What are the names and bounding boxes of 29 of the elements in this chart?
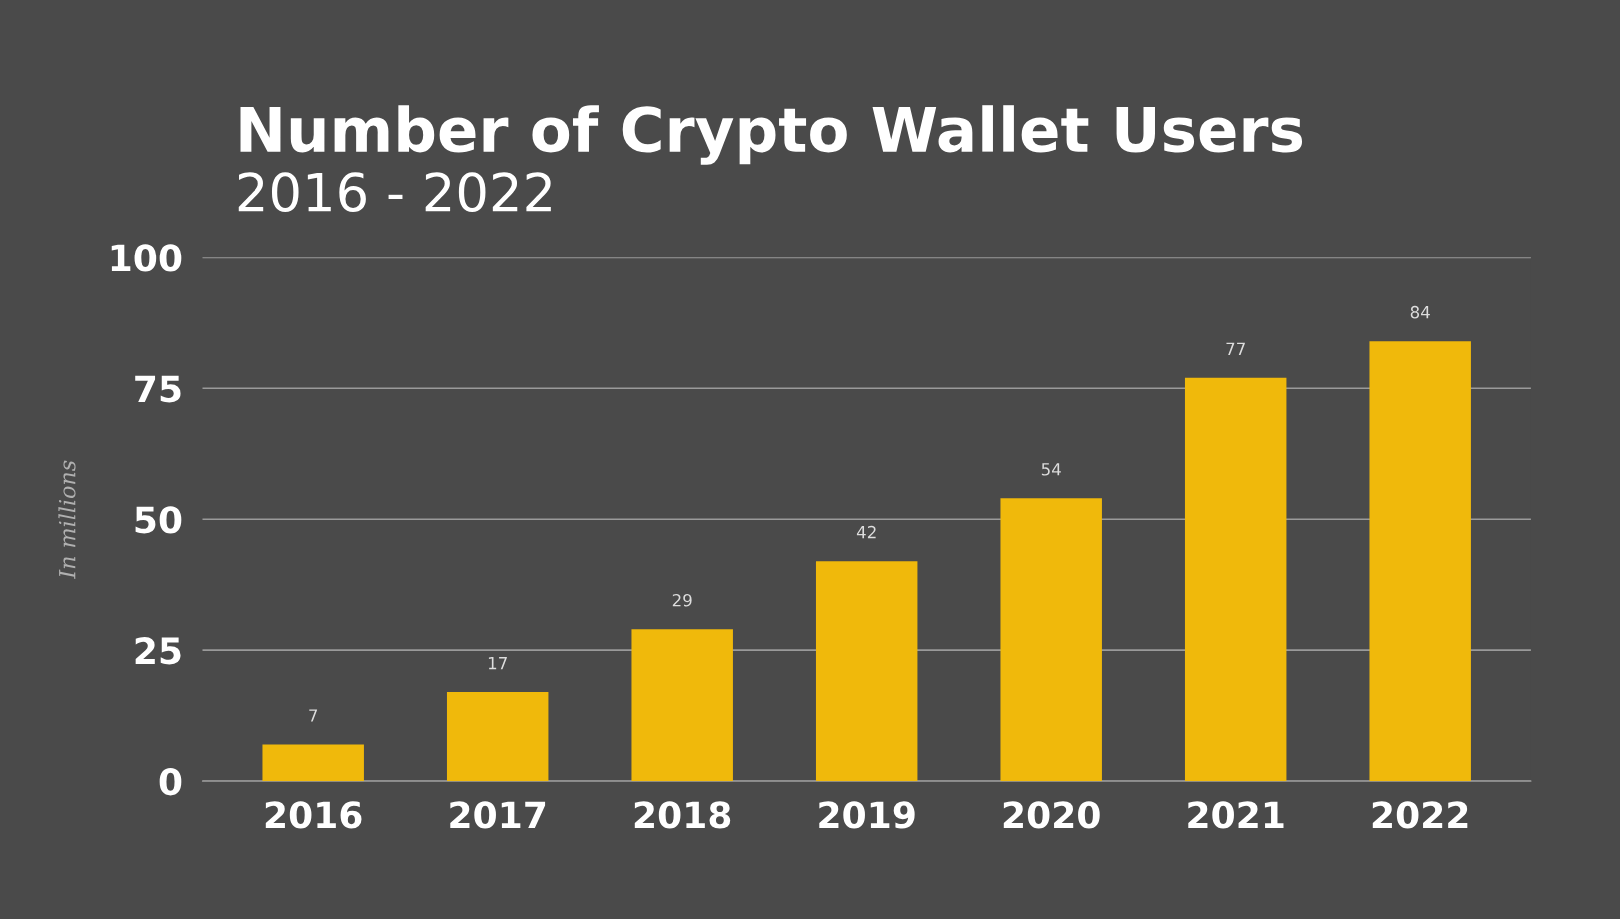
y-tick-label: 100 (111, 244, 182, 272)
data-label: 84 (1410, 305, 1430, 319)
bar (631, 629, 733, 782)
bar (1369, 341, 1471, 782)
y-axis-title: In millions (58, 460, 76, 579)
bar (446, 692, 549, 782)
data-label: 42 (856, 525, 876, 539)
chart-subtitle: 2016 - 2022 (238, 172, 551, 213)
data-label: 17 (488, 657, 507, 670)
chart-title: Number of Crypto Wallet Users (240, 105, 1303, 165)
data-label: 77 (1226, 342, 1245, 355)
data-label: 54 (1041, 463, 1061, 476)
x-tick-label: 2018 (634, 801, 731, 829)
data-label: 29 (672, 593, 692, 607)
y-tick-label: 25 (135, 637, 181, 665)
bar (815, 561, 918, 782)
x-tick-label: 2022 (1372, 801, 1468, 829)
y-tick-label: 50 (135, 506, 182, 534)
x-tick-label: 2017 (450, 801, 546, 829)
x-tick-label: 2021 (1188, 801, 1284, 829)
y-tick-label: 0 (159, 768, 182, 796)
bar (1000, 498, 1102, 782)
bar (1184, 377, 1287, 782)
x-tick-label: 2020 (1003, 801, 1100, 829)
x-tick-label: 2016 (265, 801, 362, 829)
data-label: 7 (309, 709, 318, 722)
y-tick-label: 75 (135, 375, 181, 403)
x-tick-label: 2019 (819, 801, 915, 829)
bar (262, 744, 364, 782)
